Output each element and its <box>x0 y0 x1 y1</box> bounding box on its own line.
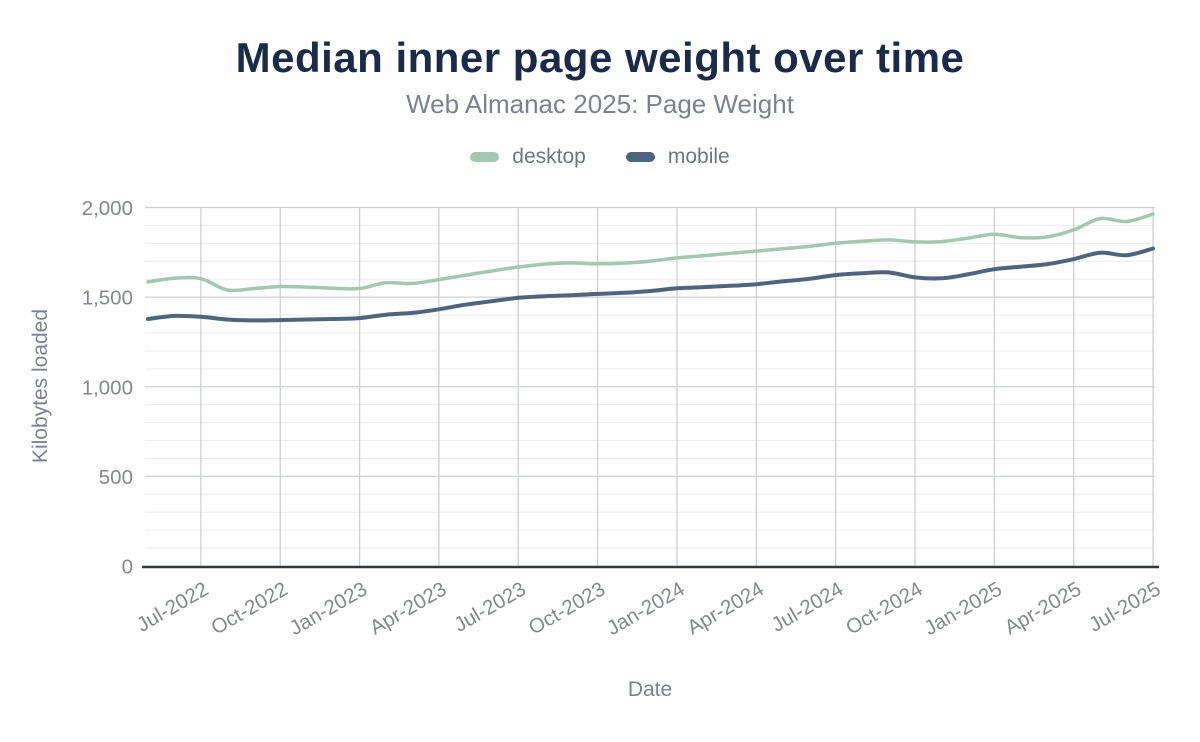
mobile-line <box>146 246 1155 323</box>
x-tick-label: Jan-2025 <box>920 577 1006 640</box>
mobile-legend-label: mobile <box>667 145 730 168</box>
legend-item-desktop: desktop <box>470 145 586 169</box>
x-tick-label: Apr-2025 <box>1001 577 1086 639</box>
legend: desktop mobile <box>0 145 1200 169</box>
x-tick-label: Oct-2022 <box>207 577 292 639</box>
x-axis-title: Date <box>627 678 673 701</box>
x-tick-label: Jul-2023 <box>450 577 530 636</box>
x-tick-label: Jan-2023 <box>286 577 372 640</box>
x-tick-label: Jul-2025 <box>1085 577 1165 636</box>
desktop-legend-label: desktop <box>512 145 586 168</box>
mobile-legend-swatch <box>625 152 655 162</box>
y-tick-label: 1,500 <box>82 287 133 310</box>
x-tick-label: Apr-2023 <box>366 577 451 639</box>
y-tick-label: 1,000 <box>82 376 133 399</box>
x-tick-label: Jul-2022 <box>133 577 213 636</box>
y-tick-label: 500 <box>99 466 133 489</box>
x-tick-label: Jan-2024 <box>603 577 689 640</box>
y-tick-label: 2,000 <box>82 197 133 220</box>
x-tick-label: Oct-2024 <box>842 577 927 639</box>
chart-title: Median inner page weight over time <box>235 34 965 81</box>
desktop-legend-swatch <box>470 152 500 162</box>
desktop-line <box>146 212 1155 293</box>
y-axis-title: Kilobytes loaded <box>29 308 52 464</box>
x-tick-label: Jul-2024 <box>768 577 848 636</box>
x-tick-label: Oct-2023 <box>525 577 610 639</box>
y-tick-label: 0 <box>122 556 133 579</box>
chart-subtitle: Web Almanac 2025: Page Weight <box>406 89 794 119</box>
legend-item-mobile: mobile <box>625 145 730 169</box>
x-tick-label: Apr-2024 <box>683 577 768 639</box>
